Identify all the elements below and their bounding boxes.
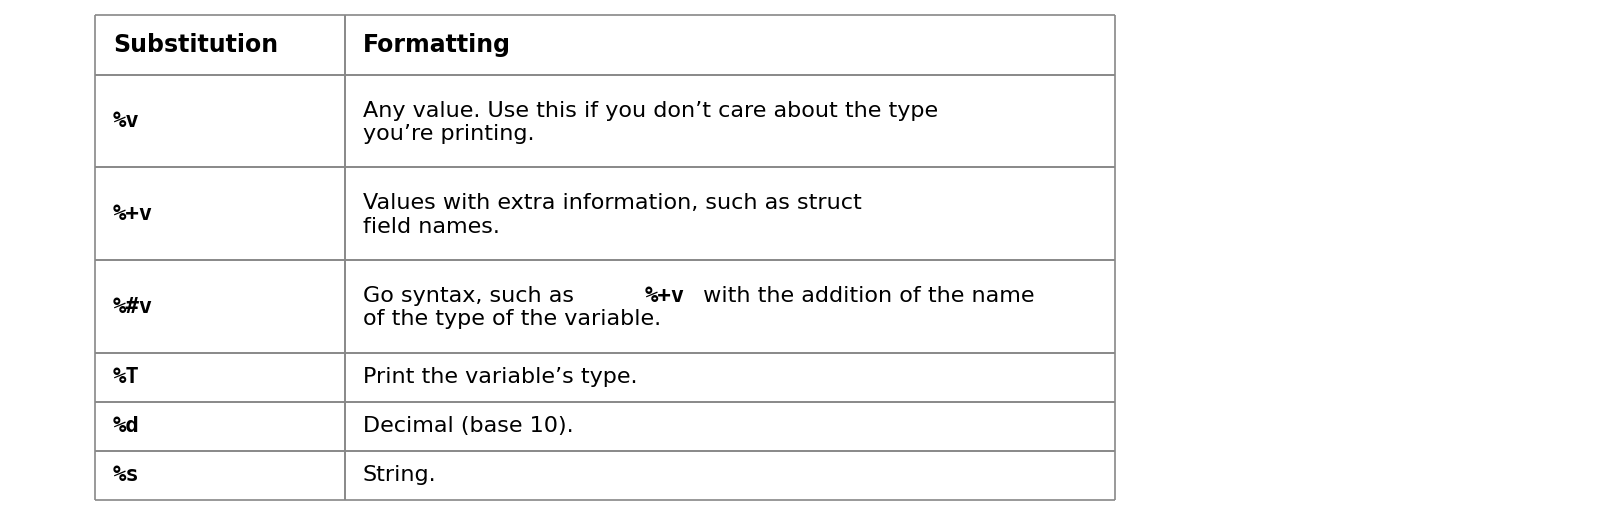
Text: Decimal (base 10).: Decimal (base 10).: [363, 417, 574, 436]
Text: Print the variable’s type.: Print the variable’s type.: [363, 367, 637, 387]
Text: field names.: field names.: [363, 217, 500, 236]
Text: %s: %s: [114, 466, 139, 486]
Text: %T: %T: [114, 367, 139, 387]
Text: with the addition of the name: with the addition of the name: [696, 286, 1035, 306]
Text: you’re printing.: you’re printing.: [363, 124, 534, 144]
Text: %#v: %#v: [114, 297, 152, 317]
Text: %+v: %+v: [644, 286, 684, 306]
Text: Formatting: Formatting: [363, 33, 511, 57]
Text: %d: %d: [114, 417, 139, 436]
Text: Substitution: Substitution: [114, 33, 277, 57]
Text: Any value. Use this if you don’t care about the type: Any value. Use this if you don’t care ab…: [363, 101, 938, 121]
Text: %+v: %+v: [114, 204, 152, 224]
Text: %v: %v: [114, 111, 139, 131]
Text: Go syntax, such as: Go syntax, such as: [363, 286, 581, 306]
Text: of the type of the variable.: of the type of the variable.: [363, 310, 662, 329]
Text: Values with extra information, such as struct: Values with extra information, such as s…: [363, 194, 861, 213]
Text: String.: String.: [363, 466, 436, 486]
